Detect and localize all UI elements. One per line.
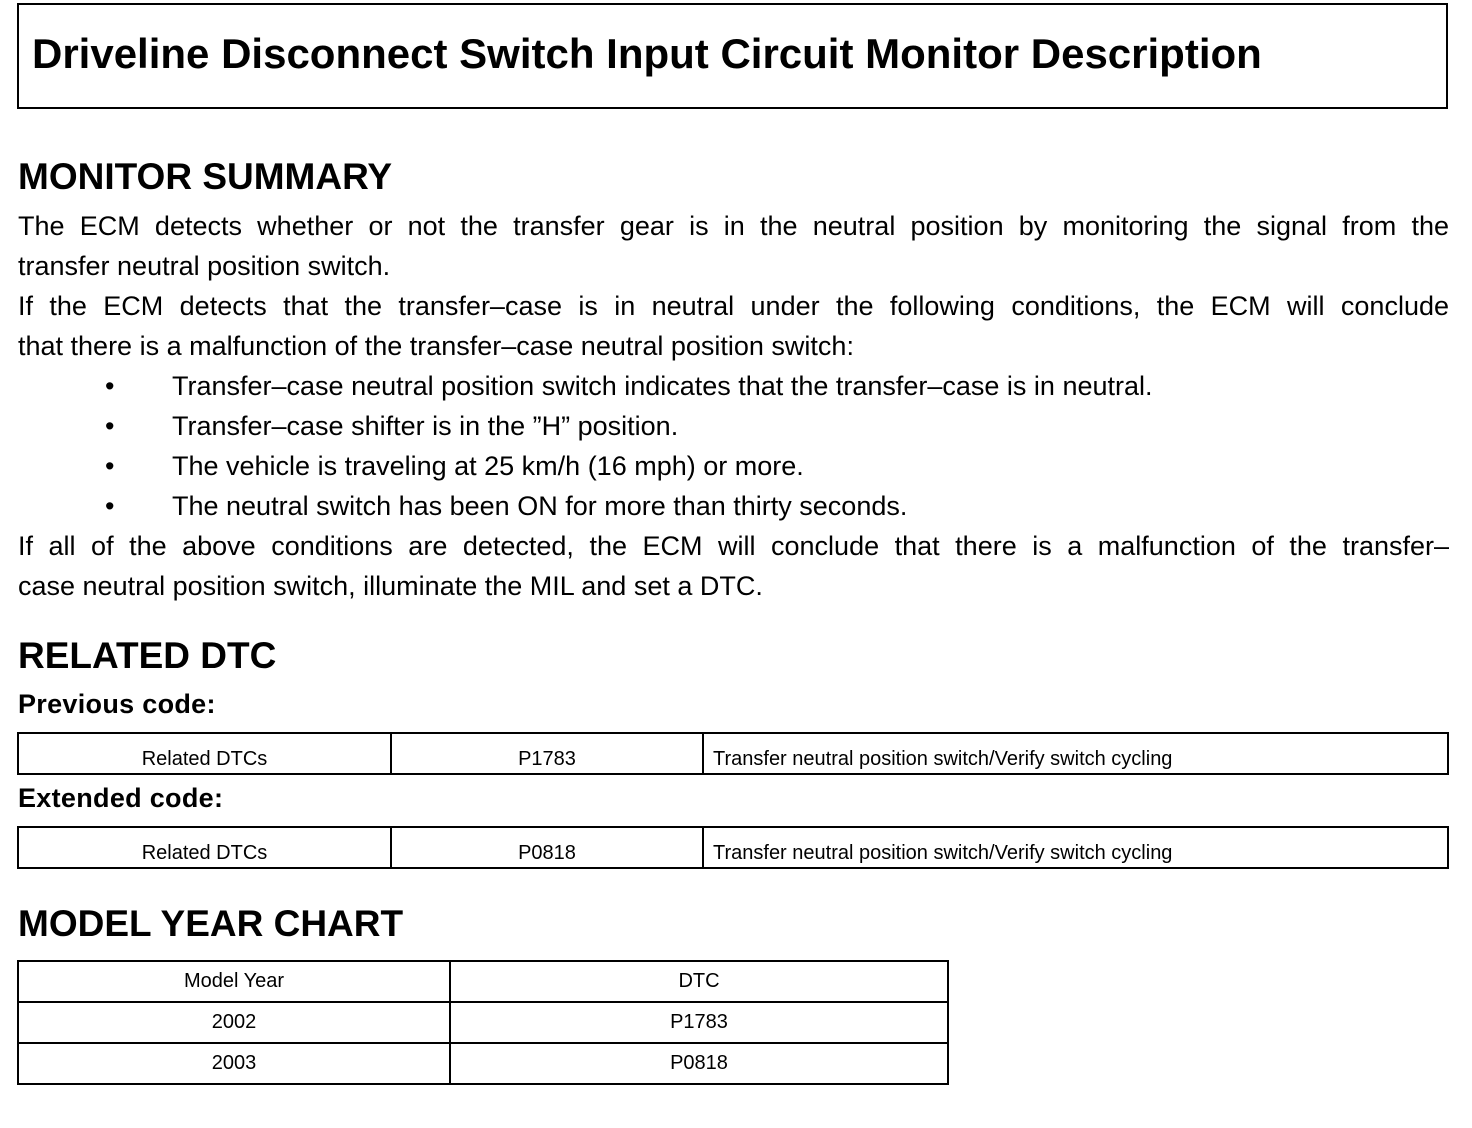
monitor-summary-heading: MONITOR SUMMARY [18,156,393,197]
extended-code-label: Extended code: [18,783,224,813]
table-cell: Transfer neutral position switch/Verify … [702,826,1449,869]
previous-code-table: Related DTCs P1783 Transfer neutral posi… [17,732,1449,775]
table-cell: 2003 [17,1042,451,1085]
table-header: DTC [449,960,949,1003]
previous-code-label: Previous code: [18,689,216,719]
table-cell: Transfer neutral position switch/Verify … [702,732,1449,775]
table-cell: P0818 [390,826,704,869]
bullet-icon: • [105,491,115,521]
table-header: Model Year [17,960,451,1003]
model-year-table: Model Year DTC 2002 P1783 2003 P0818 [17,960,949,1085]
bullet-item: Transfer–case shifter is in the ”H” posi… [172,411,679,441]
summary-text: If the ECM detects that the transfer–cas… [18,291,1449,321]
table-row: Related DTCs P1783 Transfer neutral posi… [17,732,1449,775]
related-dtc-heading: RELATED DTC [18,635,277,676]
table-cell: P1783 [449,1001,949,1044]
table-cell: P0818 [449,1042,949,1085]
summary-text: transfer neutral position switch. [18,251,391,281]
model-year-chart-heading: MODEL YEAR CHART [18,903,404,944]
bullet-icon: • [105,451,115,481]
summary-text: The ECM detects whether or not the trans… [18,211,1449,241]
title-box [17,3,1448,109]
summary-text: that there is a malfunction of the trans… [18,331,854,361]
table-cell: 2002 [17,1001,451,1044]
table-cell: Related DTCs [17,826,392,869]
extended-code-table: Related DTCs P0818 Transfer neutral posi… [17,826,1449,869]
table-row: Related DTCs P0818 Transfer neutral posi… [17,826,1449,869]
table-cell: P1783 [390,732,704,775]
table-cell: Related DTCs [17,732,392,775]
table-row: 2002 P1783 [17,1001,949,1044]
table-header-row: Model Year DTC [17,960,949,1003]
summary-text: case neutral position switch, illuminate… [18,571,763,601]
table-row: 2003 P0818 [17,1042,949,1085]
page-title: Driveline Disconnect Switch Input Circui… [32,30,1262,77]
summary-text: If all of the above conditions are detec… [18,531,1449,561]
bullet-item: The vehicle is traveling at 25 km/h (16 … [172,451,804,481]
bullet-item: Transfer–case neutral position switch in… [172,371,1153,401]
bullet-icon: • [105,371,115,401]
bullet-item: The neutral switch has been ON for more … [172,491,908,521]
bullet-icon: • [105,411,115,441]
